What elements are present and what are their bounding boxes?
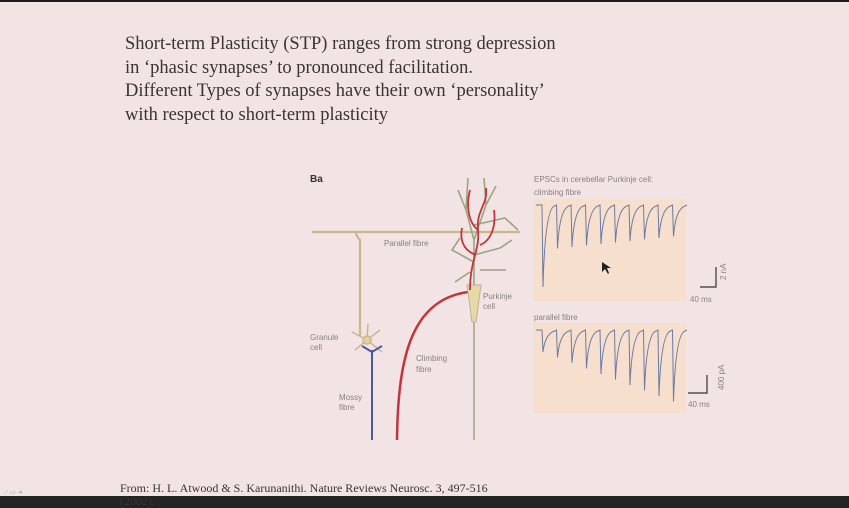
epsc-title: EPSCs in cerebellar Purkinje cell:	[534, 175, 653, 184]
text-line: in ‘phasic synapses’ to pronounced facil…	[125, 58, 473, 78]
scale-time: 40 ms	[690, 295, 712, 304]
climbing-fibre-line	[395, 290, 469, 441]
purkinje-dendrites	[450, 177, 519, 285]
panel-label: Ba	[310, 174, 323, 185]
scale-time: 40 ms	[688, 400, 710, 409]
slide-background	[0, 2, 849, 496]
label-granule-cell: Granule	[310, 333, 339, 342]
label-mossy-fibre: fibre	[339, 403, 355, 412]
bottom-bar	[0, 496, 849, 508]
scale-amplitude: 400 pA	[717, 364, 726, 390]
scale-amplitude: 2 nA	[719, 263, 728, 280]
label-purkinje-cell: cell	[483, 302, 495, 311]
trace-box	[533, 199, 686, 301]
trace-box	[533, 323, 686, 413]
trace-label: climbing fibre	[534, 188, 582, 197]
slide-text: Short-term Plasticity (STP) ranges from …	[125, 34, 556, 125]
epsc-trace	[536, 204, 688, 288]
trace-label: parallel fibre	[534, 313, 578, 322]
granule-cell	[351, 323, 383, 353]
label-granule-cell: cell	[310, 343, 322, 352]
text-line: with respect to short-term plasticity	[125, 105, 389, 125]
scale-bar	[700, 267, 717, 288]
epsc-trace	[536, 329, 688, 402]
mouse-cursor	[602, 262, 611, 274]
label-mossy-fibre: Mossy	[339, 393, 362, 402]
label-climbing-fibre: Climbing	[416, 354, 447, 363]
purkinje-soma	[466, 284, 482, 323]
label-parallel-fibre: Parallel fibre	[384, 239, 429, 248]
citation: From: H. L. Atwood & S. Karunanithi. Nat…	[120, 481, 488, 495]
figure: Ba Parallel fibre Granule cell Mossy fib…	[310, 174, 728, 441]
text-line: Different Types of synapses have their o…	[125, 81, 545, 101]
label-climbing-fibre: fibre	[416, 365, 432, 374]
label-purkinje-cell: Purkinje	[483, 292, 512, 301]
nav-icons[interactable]: ⟋ ▭ ➜	[4, 489, 23, 496]
parallel-fibre-line	[312, 230, 520, 336]
climbing-fibre-branches	[460, 187, 496, 291]
citation: (2002).	[120, 494, 155, 508]
text-line: Short-term Plasticity (STP) ranges from …	[125, 34, 556, 54]
mossy-fibre-line	[361, 345, 383, 440]
scale-bar	[688, 375, 708, 394]
